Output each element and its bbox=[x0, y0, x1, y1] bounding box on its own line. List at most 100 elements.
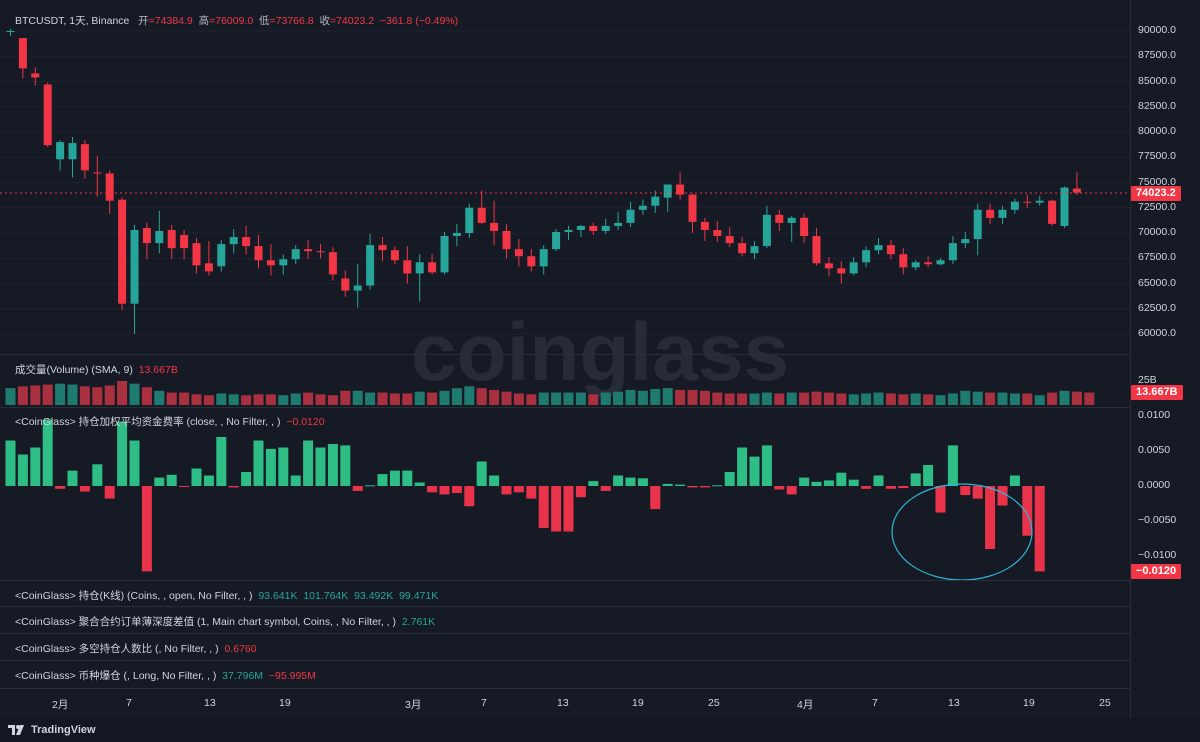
candle-body bbox=[118, 199, 127, 304]
pane-divider bbox=[0, 633, 1130, 634]
volume-bar bbox=[377, 392, 388, 405]
funding-bars bbox=[5, 419, 1045, 572]
symbol-legend: BTCUSDT, 1天, Binance 开=74384.9 高=76009.0… bbox=[15, 13, 458, 28]
volume-bar bbox=[600, 392, 611, 405]
volume-bar bbox=[17, 386, 28, 405]
funding-bar bbox=[402, 470, 413, 486]
volume-bar bbox=[451, 388, 462, 405]
candle-body bbox=[973, 209, 982, 240]
funding-bar bbox=[117, 421, 128, 486]
time-axis-label: 13 bbox=[948, 697, 960, 709]
indicator-title: <CoinGlass> 聚合合约订单薄深度差值 (1, Main chart s… bbox=[15, 616, 397, 628]
funding-bar bbox=[799, 477, 810, 486]
volume-bar bbox=[637, 390, 648, 405]
time-axis-label: 19 bbox=[1023, 697, 1035, 709]
candle-body bbox=[775, 214, 784, 223]
candle-body bbox=[279, 259, 288, 266]
funding-bar bbox=[712, 485, 723, 487]
close-value: =74023.2 bbox=[329, 15, 375, 27]
price-axis-label: 77500.0 bbox=[1138, 150, 1176, 163]
volume-bar bbox=[848, 394, 859, 405]
funding-bar bbox=[575, 486, 586, 498]
funding-bar bbox=[253, 440, 264, 486]
volume-bar bbox=[1047, 392, 1058, 405]
candle-body bbox=[862, 250, 871, 263]
candle-body bbox=[576, 225, 585, 230]
candle-body bbox=[1035, 200, 1044, 203]
volume-bars bbox=[5, 381, 1095, 405]
candle-body bbox=[18, 38, 27, 69]
volume-bar bbox=[774, 393, 785, 405]
funding-bar bbox=[315, 447, 326, 486]
funding-axis-label: 0.0000 bbox=[1138, 479, 1171, 491]
price-axis-label: 62500.0 bbox=[1138, 301, 1176, 314]
indicator-title: <CoinGlass> 持仓(K线) (Coins, , open, No Fi… bbox=[15, 590, 253, 602]
watermark: coinglass bbox=[411, 307, 789, 398]
low-label: 低 bbox=[259, 15, 270, 27]
candle-body bbox=[428, 262, 437, 273]
funding-bar bbox=[910, 473, 921, 486]
candle-body bbox=[80, 144, 89, 171]
pane-divider bbox=[0, 354, 1130, 355]
funding-bar bbox=[551, 486, 562, 532]
volume-bar bbox=[625, 389, 636, 405]
funding-bar bbox=[340, 445, 351, 486]
funding-bar bbox=[278, 447, 289, 486]
candle-body bbox=[68, 143, 77, 160]
volume-bar bbox=[972, 391, 983, 405]
time-axis-label: 4月 bbox=[797, 699, 814, 711]
funding-bar bbox=[662, 483, 673, 486]
funding-bar bbox=[241, 472, 252, 486]
open-value: =74384.9 bbox=[148, 15, 193, 27]
volume-bar bbox=[117, 381, 128, 405]
funding-bar bbox=[141, 486, 152, 572]
candle-body bbox=[614, 222, 623, 226]
funding-bar bbox=[55, 486, 66, 489]
funding-bar bbox=[1034, 486, 1045, 572]
funding-bar bbox=[303, 440, 314, 486]
funding-bar bbox=[885, 486, 896, 489]
funding-bar bbox=[191, 468, 202, 486]
time-axis-label: 25 bbox=[1099, 697, 1111, 709]
volume-bar bbox=[154, 390, 165, 405]
funding-bar bbox=[513, 486, 524, 493]
funding-bar bbox=[427, 486, 438, 493]
volume-bar bbox=[427, 392, 438, 405]
volume-bar bbox=[241, 395, 252, 405]
funding-title: <CoinGlass> 持仓加权平均资金费率 (close, , No Filt… bbox=[15, 416, 281, 428]
volume-bar bbox=[1059, 390, 1070, 405]
volume-bar bbox=[315, 394, 326, 405]
indicator-liquidations: <CoinGlass> 币种爆仓 (, Long, No Filter, , )… bbox=[15, 668, 316, 683]
volume-bar bbox=[1034, 395, 1045, 405]
volume-bar bbox=[1009, 393, 1020, 405]
volume-axis-label: 25B bbox=[1138, 374, 1157, 386]
candle-body bbox=[961, 239, 970, 244]
indicator-value: 37.796M bbox=[222, 670, 264, 682]
funding-bar bbox=[650, 486, 661, 510]
symbol-label: BTCUSDT, 1天, Binance bbox=[15, 15, 130, 27]
tradingview-logo[interactable]: TradingView bbox=[8, 724, 96, 736]
candle-body bbox=[93, 172, 102, 174]
candle-body bbox=[328, 252, 337, 275]
funding-bar bbox=[761, 445, 772, 486]
tradingview-label: TradingView bbox=[31, 724, 96, 736]
candle-body bbox=[589, 225, 598, 231]
volume-bar bbox=[389, 393, 400, 405]
funding-bar bbox=[873, 475, 884, 486]
candle-body bbox=[31, 73, 40, 78]
volume-bar bbox=[203, 395, 214, 405]
candle-body bbox=[539, 249, 548, 267]
funding-bar bbox=[129, 440, 140, 486]
candle-body bbox=[948, 243, 957, 261]
funding-bar bbox=[476, 461, 487, 486]
price-axis-label: 75000.0 bbox=[1138, 175, 1176, 188]
funding-bar bbox=[625, 477, 636, 486]
funding-bar bbox=[414, 482, 425, 486]
volume-bar bbox=[712, 392, 723, 405]
volume-bar bbox=[588, 394, 599, 405]
candle-body bbox=[378, 245, 387, 251]
volume-bar bbox=[786, 392, 797, 405]
funding-axis-label: −0.0050 bbox=[1138, 514, 1177, 526]
funding-bar bbox=[699, 486, 710, 488]
funding-bar bbox=[203, 475, 214, 486]
